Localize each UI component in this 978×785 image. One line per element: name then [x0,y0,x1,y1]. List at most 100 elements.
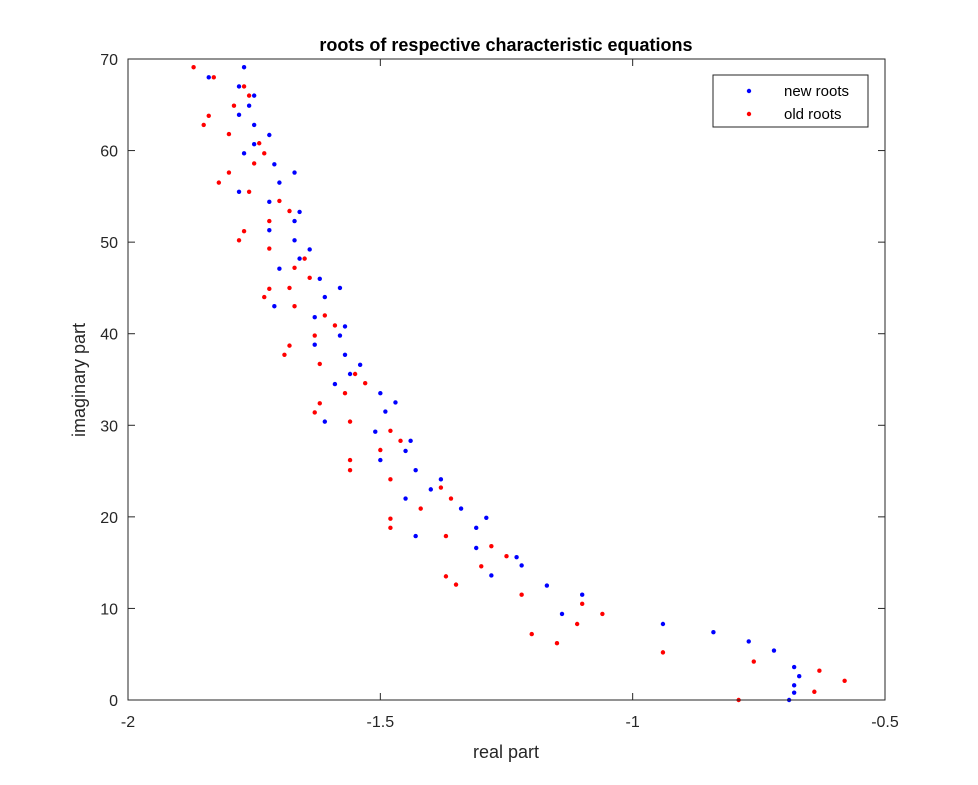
data-point-old-roots [600,611,605,617]
data-point-new-roots [312,342,317,347]
data-point-old-roots [554,641,560,646]
data-point-old-roots [322,313,328,318]
data-point-new-roots [428,487,433,492]
data-point-new-roots [544,583,550,588]
data-point-new-roots [347,371,353,377]
data-point-old-roots [231,103,237,108]
data-point-old-roots [262,151,267,156]
data-point-old-roots [251,161,257,166]
data-point-new-roots [297,209,302,215]
data-point-old-roots [226,131,232,137]
data-point-old-roots [347,467,353,473]
data-point-old-roots [282,352,287,357]
data-point-old-roots [388,525,393,531]
data-point-new-roots [267,228,272,233]
data-point-old-roots [347,419,353,424]
data-point-new-roots [292,218,297,224]
data-point-new-roots [514,554,519,560]
data-point-old-roots [580,601,585,607]
data-point-old-roots [257,141,262,146]
data-point-old-roots [292,304,297,309]
y-axis-label: imaginary part [69,323,89,437]
data-point-new-roots [403,496,408,501]
data-point-new-roots [292,170,297,175]
data-point-old-roots [317,401,322,406]
data-point-new-roots [342,352,348,357]
data-point-new-roots [771,648,777,653]
data-point-old-roots [267,218,272,224]
x-tick-label: -0.5 [871,714,899,731]
x-tick-label: -2 [121,714,135,731]
data-point-old-roots [504,554,509,559]
y-tick-label: 10 [100,601,118,618]
y-tick-label: 60 [100,144,118,161]
data-point-new-roots [246,103,252,108]
data-point-old-roots [302,256,307,261]
data-point-new-roots [383,409,388,414]
data-point-new-roots [408,438,413,444]
data-point-new-roots [711,630,716,635]
legend-marker-old-roots [746,111,752,117]
data-point-old-roots [216,180,222,185]
data-point-old-roots [519,592,524,597]
data-point-new-roots [489,573,494,578]
data-point-new-roots [236,84,242,89]
legend-box [712,74,869,128]
data-point-new-roots [559,611,565,617]
data-point-new-roots [519,563,524,568]
data-point-new-roots [337,333,343,338]
data-point-old-roots [362,380,368,386]
data-point-new-roots [403,448,408,454]
data-point-old-roots [201,122,206,128]
data-point-old-roots [287,285,292,291]
data-point-old-roots [236,238,242,243]
data-point-old-roots [191,65,196,70]
data-point-new-roots [474,525,479,531]
data-point-old-roots [312,333,317,338]
data-point-new-roots [277,266,282,271]
data-point-new-roots [413,533,418,539]
y-tick-label: 40 [100,327,118,344]
chart-title: roots of respective characteristic equat… [319,35,692,55]
data-point-old-roots [388,477,393,482]
data-point-old-roots [479,564,484,569]
data-point-new-roots [241,151,247,156]
data-point-old-roots [206,113,211,118]
data-point-old-roots [418,506,423,511]
data-point-old-roots [241,84,247,89]
data-point-new-roots [393,400,398,405]
data-point-new-roots [791,664,797,670]
legend-marker-new-roots [746,88,752,94]
axis-ticks: -2 -1.5 -1 -0.5 0 10 20 30 40 50 60 70 [100,52,899,731]
data-point-old-roots [574,621,580,627]
data-point-new-roots [337,285,343,291]
data-point-new-roots [206,75,211,80]
x-axis-label: real part [473,742,539,762]
data-point-new-roots [438,477,444,482]
data-point-old-roots [352,371,358,377]
data-point-new-roots [251,141,257,147]
data-point-old-roots [317,361,322,367]
data-point-old-roots [262,294,267,300]
data-point-new-roots [791,683,797,688]
y-tick-label: 50 [100,235,118,252]
x-tick-label: -1.5 [367,714,395,731]
data-point-old-roots [438,485,444,490]
data-point-old-roots [448,496,454,501]
data-point-old-roots [287,343,292,348]
data-point-old-roots [287,208,292,214]
data-point-new-roots [297,256,302,261]
y-tick-label: 70 [100,52,118,69]
data-point-new-roots [660,621,666,627]
data-point-old-roots [529,631,534,637]
data-point-new-roots [312,315,317,320]
data-point-old-roots [246,93,252,98]
data-point-new-roots [378,457,383,463]
data-point-new-roots [267,132,272,138]
data-point-new-roots [292,238,297,243]
data-point-old-roots [388,516,393,521]
data-point-old-roots [388,428,393,433]
plot-area [128,59,885,700]
legend-label-new-roots: new roots [784,83,849,100]
